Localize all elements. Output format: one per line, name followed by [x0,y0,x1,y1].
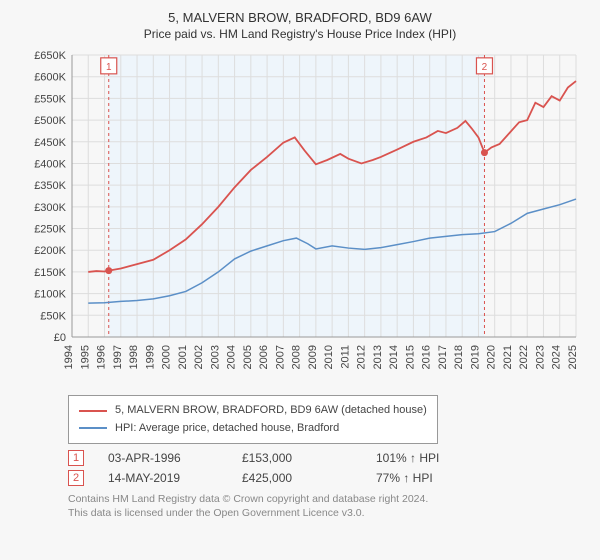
svg-text:£650K: £650K [34,50,66,62]
svg-text:2011: 2011 [339,345,351,369]
footer-line: This data is licensed under the Open Gov… [68,506,580,520]
svg-text:2012: 2012 [356,345,368,369]
chart-area: £0 £50K £100K £150K £200K £250K £300K £350K £400… [20,49,580,389]
legend-swatch [79,427,107,429]
svg-text:1995: 1995 [79,345,91,369]
sale-price: £153,000 [242,451,352,465]
svg-text:£550K: £550K [34,93,66,105]
svg-text:2010: 2010 [323,345,335,369]
svg-text:1997: 1997 [112,345,124,369]
svg-text:2021: 2021 [502,345,514,369]
sale-price: £425,000 [242,471,352,485]
svg-text:2020: 2020 [486,345,498,369]
svg-text:2022: 2022 [518,345,530,369]
svg-text:£450K: £450K [34,137,66,149]
svg-text:1994: 1994 [63,345,75,369]
svg-text:2014: 2014 [388,345,400,369]
svg-text:1999: 1999 [144,345,156,369]
svg-text:2023: 2023 [534,345,546,369]
svg-text:2009: 2009 [307,345,319,369]
svg-text:£300K: £300K [34,202,66,214]
legend-item: HPI: Average price, detached house, Brad… [79,420,427,438]
svg-text:2013: 2013 [372,345,384,369]
svg-text:1996: 1996 [96,345,108,369]
svg-text:£150K: £150K [34,267,66,279]
svg-text:£350K: £350K [34,180,66,192]
svg-text:2016: 2016 [421,345,433,369]
svg-text:2015: 2015 [404,345,416,369]
svg-text:2006: 2006 [258,345,270,369]
svg-text:£250K: £250K [34,224,66,236]
svg-text:2001: 2001 [177,345,189,369]
legend: 5, MALVERN BROW, BRADFORD, BD9 6AW (deta… [68,395,438,444]
svg-text:£100K: £100K [34,289,66,301]
sale-pct: 101% ↑ HPI [376,451,486,465]
svg-text:2003: 2003 [209,345,221,369]
svg-text:£400K: £400K [34,158,66,170]
svg-text:2017: 2017 [437,345,449,369]
chart-subtitle: Price paid vs. HM Land Registry's House … [12,27,588,41]
sale-row: 1 03-APR-1996 £153,000 101% ↑ HPI [68,450,580,466]
svg-text:2024: 2024 [551,345,563,369]
svg-text:£500K: £500K [34,115,66,127]
sale-row: 2 14-MAY-2019 £425,000 77% ↑ HPI [68,470,580,486]
svg-text:2: 2 [482,62,488,73]
svg-text:2007: 2007 [274,345,286,369]
sale-pct: 77% ↑ HPI [376,471,486,485]
svg-text:£200K: £200K [34,245,66,257]
svg-text:2019: 2019 [469,345,481,369]
svg-text:£600K: £600K [34,72,66,84]
svg-text:2000: 2000 [161,345,173,369]
svg-text:£0: £0 [54,332,66,344]
chart-title: 5, MALVERN BROW, BRADFORD, BD9 6AW [12,10,588,25]
svg-text:1: 1 [106,62,112,73]
line-chart-svg: £0 £50K £100K £150K £200K £250K £300K £350K £400… [20,49,580,389]
sale-marker-icon: 2 [68,470,84,486]
sale-date: 14-MAY-2019 [108,471,218,485]
svg-text:1998: 1998 [128,345,140,369]
sale-marker-icon: 1 [68,450,84,466]
sale-date: 03-APR-1996 [108,451,218,465]
svg-text:2005: 2005 [242,345,254,369]
footer-attribution: Contains HM Land Registry data © Crown c… [68,492,580,520]
svg-text:2002: 2002 [193,345,205,369]
svg-text:£50K: £50K [40,310,66,322]
svg-text:2025: 2025 [567,345,579,369]
legend-label: HPI: Average price, detached house, Brad… [115,420,339,438]
legend-item: 5, MALVERN BROW, BRADFORD, BD9 6AW (deta… [79,402,427,420]
svg-text:2004: 2004 [226,345,238,369]
footer-line: Contains HM Land Registry data © Crown c… [68,492,580,506]
svg-text:2008: 2008 [291,345,303,369]
legend-swatch [79,410,107,412]
legend-label: 5, MALVERN BROW, BRADFORD, BD9 6AW (deta… [115,402,427,420]
svg-text:2018: 2018 [453,345,465,369]
